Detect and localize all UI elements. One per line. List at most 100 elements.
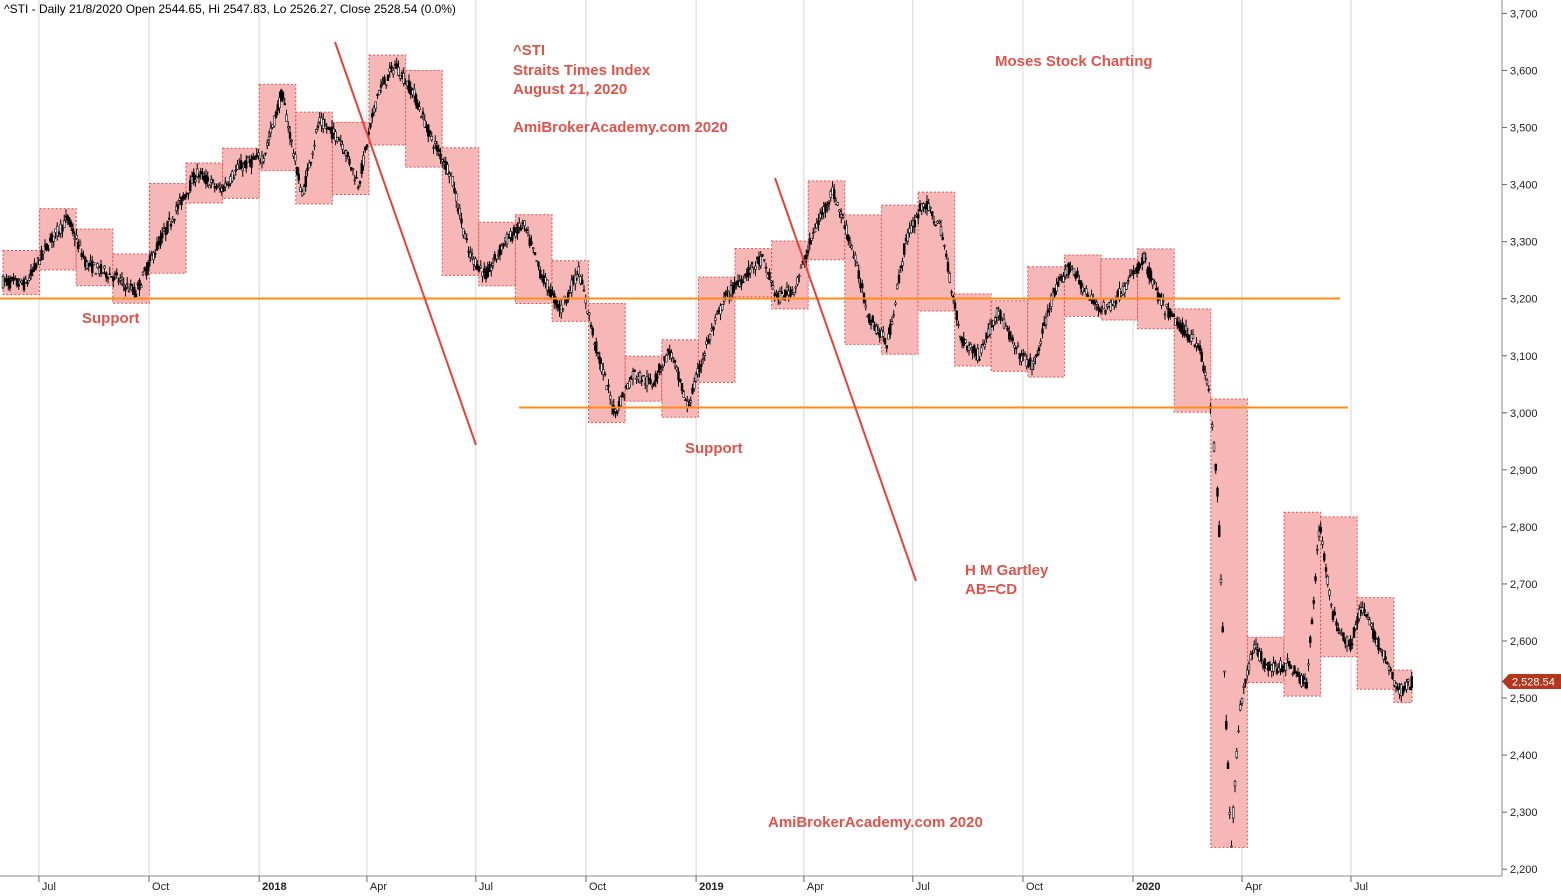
candle-body — [938, 221, 941, 224]
candle-body — [570, 279, 573, 293]
candle-body — [857, 270, 860, 279]
candle-body — [864, 305, 867, 308]
candle-body — [390, 65, 393, 69]
candle-body — [266, 142, 269, 146]
candle-body — [502, 243, 505, 247]
candle-body — [122, 283, 125, 286]
y-tick-label: 2,400 — [1510, 750, 1538, 762]
candle-body — [77, 241, 80, 249]
candle-body — [1111, 299, 1114, 305]
candle-body — [332, 128, 335, 134]
candle-body — [1351, 643, 1354, 646]
candle-body — [1237, 730, 1240, 733]
candle-body — [8, 279, 12, 289]
candle-body — [943, 244, 946, 247]
site-label-top: AmiBrokerAcademy.com 2020 — [513, 119, 728, 136]
candle-body — [358, 181, 362, 184]
candle-body — [52, 236, 55, 242]
candle-body — [1, 276, 5, 289]
candle-body — [519, 227, 523, 231]
gartley-label: H M Gartley — [965, 562, 1049, 579]
candle-body — [836, 202, 839, 206]
candle-body — [351, 168, 355, 170]
candle-body — [861, 283, 864, 289]
candle-body — [869, 323, 873, 326]
candle-body — [708, 334, 712, 340]
candle-body — [645, 376, 649, 387]
candle-body — [855, 262, 859, 266]
candle-body — [269, 127, 272, 134]
candle-body — [250, 159, 253, 168]
candle-body — [896, 284, 899, 290]
candle-body — [180, 196, 183, 206]
candle-body — [682, 391, 685, 398]
candle-body — [642, 374, 645, 377]
support-label-mid: Support — [685, 440, 743, 457]
candle-body — [397, 66, 400, 76]
candle-body — [1401, 687, 1405, 694]
candle-body — [302, 186, 306, 195]
candle-body — [561, 308, 565, 311]
candle-body — [666, 349, 670, 352]
candle-body — [372, 107, 376, 113]
candle-body — [1396, 686, 1399, 690]
y-tick-label: 2,500 — [1510, 693, 1538, 705]
y-tick-label: 2,600 — [1510, 636, 1538, 648]
candle-body — [1317, 530, 1321, 537]
candle-body — [1186, 333, 1189, 341]
candle-body — [416, 103, 419, 109]
candle-body — [22, 278, 26, 291]
candle-body — [813, 227, 817, 233]
candle-body — [588, 312, 591, 316]
candle-body — [815, 222, 818, 229]
candle-body — [124, 286, 127, 291]
candle-body — [75, 234, 78, 239]
candle-body — [1310, 619, 1314, 625]
candle-body — [945, 253, 948, 257]
candle-body — [493, 254, 496, 259]
candle-body — [722, 297, 726, 302]
y-tick-label: 3,200 — [1510, 294, 1538, 306]
candle-body — [399, 75, 402, 79]
candle-body — [1384, 656, 1387, 661]
candle-body — [196, 168, 199, 177]
candle-body — [449, 172, 453, 175]
candle-body — [47, 248, 50, 251]
candle-body — [903, 243, 906, 255]
candle-body — [759, 256, 762, 267]
candle-body — [94, 272, 97, 275]
candle-body — [173, 218, 176, 221]
candle-body — [731, 284, 734, 295]
candle-body — [479, 265, 482, 268]
range-box — [1320, 516, 1358, 658]
candle-body — [306, 167, 309, 172]
candle-body — [742, 281, 745, 284]
candle-body — [1324, 567, 1328, 572]
candle-body — [1057, 281, 1060, 287]
candle-body — [1085, 288, 1088, 295]
candle-body — [868, 313, 871, 323]
candle-body — [1044, 317, 1048, 326]
candle-body — [1032, 361, 1035, 364]
candle-body — [236, 164, 239, 170]
candle-body — [546, 279, 549, 291]
candle-body — [1002, 318, 1006, 329]
candle-body — [418, 106, 421, 110]
candle-body — [1219, 578, 1223, 583]
candle-body — [1090, 294, 1093, 301]
candle-body — [339, 140, 342, 142]
y-tick-label: 3,700 — [1510, 8, 1538, 20]
candle-body — [66, 215, 69, 221]
candle-body — [973, 345, 976, 353]
candle-body — [453, 187, 456, 194]
candle-body — [197, 174, 201, 178]
candle-body — [463, 233, 467, 239]
candle-body — [1221, 626, 1224, 633]
candle-body — [791, 289, 794, 291]
candle-body — [315, 129, 318, 133]
candle-body — [707, 339, 710, 344]
candle-body — [680, 382, 684, 391]
candle-body — [1323, 553, 1326, 561]
candle-body — [432, 147, 435, 149]
candle-body — [435, 145, 439, 152]
